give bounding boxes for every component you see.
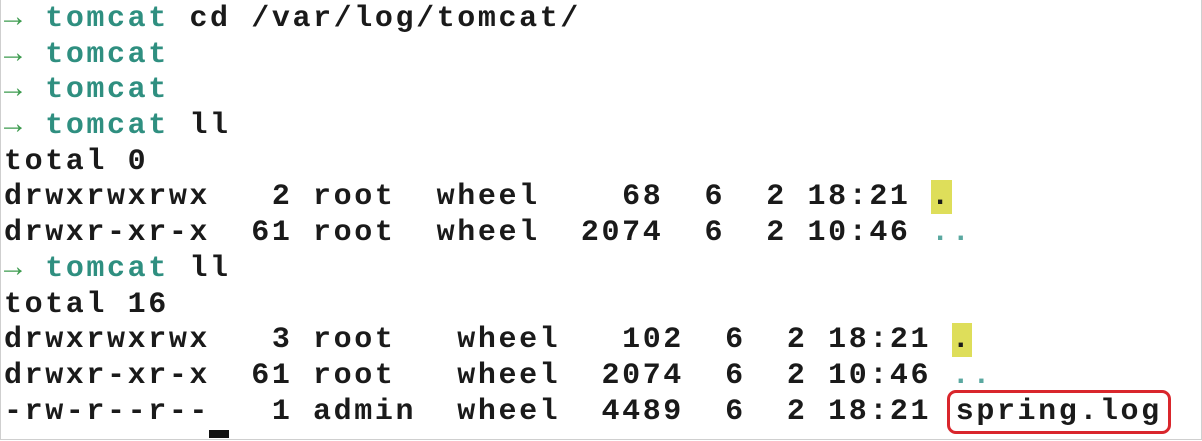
file-name: ..	[931, 216, 973, 251]
terminal-line: drwxr-xr-x 61 root wheel 2074 6 2 10:46 …	[4, 359, 1166, 395]
terminal-line: → tomcat ll	[4, 252, 1166, 288]
terminal-line: -rw-r--r-- 1 admin wheel 4489 6 2 18:21 …	[4, 389, 1171, 434]
output-text: drwxr-xr-x 61 root wheel 2074 6 2 10:46	[4, 358, 952, 393]
terminal-line: → tomcat cd /var/log/tomcat/	[4, 2, 1166, 38]
file-name: .	[951, 323, 973, 358]
output-text: drwxrwxrwx 3 root wheel 102 6 2 18:21	[4, 323, 952, 358]
file-name: ..	[951, 358, 993, 393]
prompt-dir: tomcat	[45, 109, 169, 144]
terminal-line: drwxr-xr-x 61 root wheel 2074 6 2 10:46 …	[4, 216, 1166, 252]
command: ll	[189, 251, 231, 286]
prompt-arrow: →	[4, 37, 25, 72]
command: cd /var/log/tomcat/	[189, 2, 581, 36]
cursor	[209, 430, 229, 438]
prompt-arrow: →	[4, 73, 25, 108]
output-text: total 16	[4, 287, 169, 322]
prompt-arrow: →	[4, 2, 25, 36]
terminal-line: total 16	[4, 288, 1166, 324]
command: ll	[189, 109, 231, 144]
output-text: drwxrwxrwx 2 root wheel 68 6 2 18:21	[4, 180, 932, 215]
terminal-line: → tomcat	[4, 73, 1166, 109]
prompt-dir: tomcat	[45, 2, 169, 36]
terminal: → tomcat cd /var/log/tomcat/→ tomcat → to…	[4, 2, 1171, 434]
prompt-arrow: →	[4, 109, 25, 144]
prompt-arrow: →	[4, 251, 25, 286]
prompt-dir: tomcat	[45, 37, 169, 72]
output-text: drwxr-xr-x 61 root wheel 2074 6 2 10:46	[4, 216, 932, 251]
terminal-line: drwxrwxrwx 3 root wheel 102 6 2 18:21 .	[4, 323, 1166, 359]
terminal-line: → tomcat	[4, 38, 1166, 74]
output-text: -rw-r--r-- 1 admin wheel 4489 6 2 18:21	[4, 394, 952, 429]
terminal-line: total 0	[4, 145, 1166, 181]
prompt-dir: tomcat	[45, 73, 169, 108]
file-name: spring.log	[946, 389, 1171, 434]
terminal-line: drwxrwxrwx 2 root wheel 68 6 2 18:21 .	[4, 180, 1166, 216]
terminal-line: → tomcat ll	[4, 109, 1166, 145]
file-name: .	[931, 180, 952, 215]
prompt-dir: tomcat	[45, 251, 169, 286]
output-text: total 0	[4, 144, 149, 179]
